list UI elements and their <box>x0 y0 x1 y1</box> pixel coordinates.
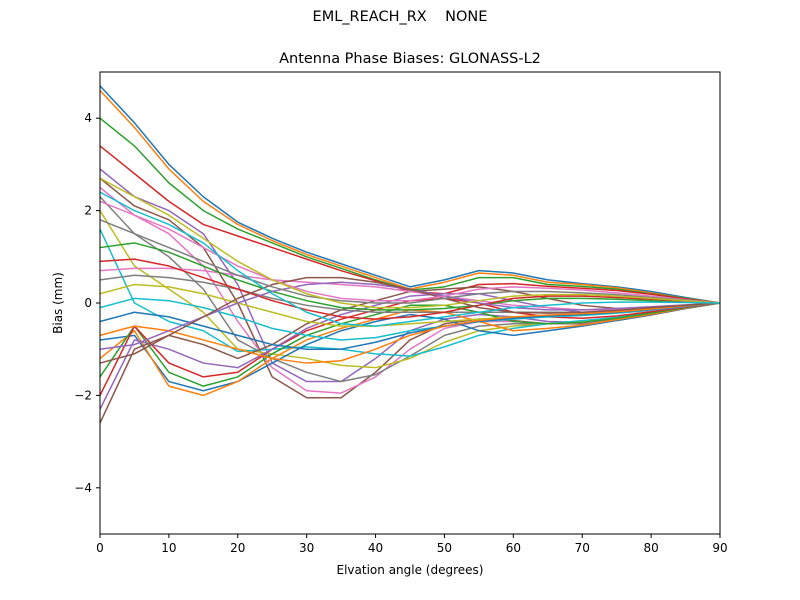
chart-title: Antenna Phase Biases: GLONASS-L2 <box>279 51 541 67</box>
x-tick-label: 10 <box>161 541 176 555</box>
x-tick-label: 80 <box>643 541 658 555</box>
x-tick-label: 70 <box>575 541 590 555</box>
x-tick-label: 20 <box>230 541 245 555</box>
x-axis-label: Elvation angle (degrees) <box>337 563 484 577</box>
y-tick-label: −4 <box>74 481 92 495</box>
x-tick-label: 60 <box>506 541 521 555</box>
series-line <box>99 302 721 387</box>
y-tick-label: 2 <box>84 204 92 218</box>
x-tick-label: 50 <box>437 541 452 555</box>
series-line <box>99 302 721 392</box>
x-tick-label: 40 <box>368 541 383 555</box>
series-line <box>99 85 721 304</box>
series-line <box>99 191 721 327</box>
x-tick-label: 90 <box>712 541 727 555</box>
x-tick-label: 30 <box>299 541 314 555</box>
y-axis-label: Bias (mm) <box>51 272 65 334</box>
series-line <box>99 297 721 341</box>
y-tick-label: 0 <box>84 296 92 310</box>
series-line <box>99 89 721 304</box>
figure-suptitle: EML_REACH_RX NONE <box>312 9 488 25</box>
y-axis: −4 −2 0 2 4 <box>74 111 100 495</box>
series-line <box>99 276 721 364</box>
series-line <box>99 228 721 357</box>
series-line <box>99 258 721 320</box>
y-tick-label: −2 <box>74 388 92 402</box>
series-line <box>99 219 721 304</box>
series-line <box>99 200 721 304</box>
series-line <box>99 117 721 304</box>
series-layer <box>99 85 721 424</box>
series-line <box>99 242 721 311</box>
y-tick-label: 4 <box>84 111 92 125</box>
series-line <box>99 177 721 309</box>
x-tick-label: 0 <box>96 541 104 555</box>
series-line <box>99 302 721 364</box>
x-axis: 0 10 20 30 40 50 60 70 80 90 <box>96 534 728 555</box>
